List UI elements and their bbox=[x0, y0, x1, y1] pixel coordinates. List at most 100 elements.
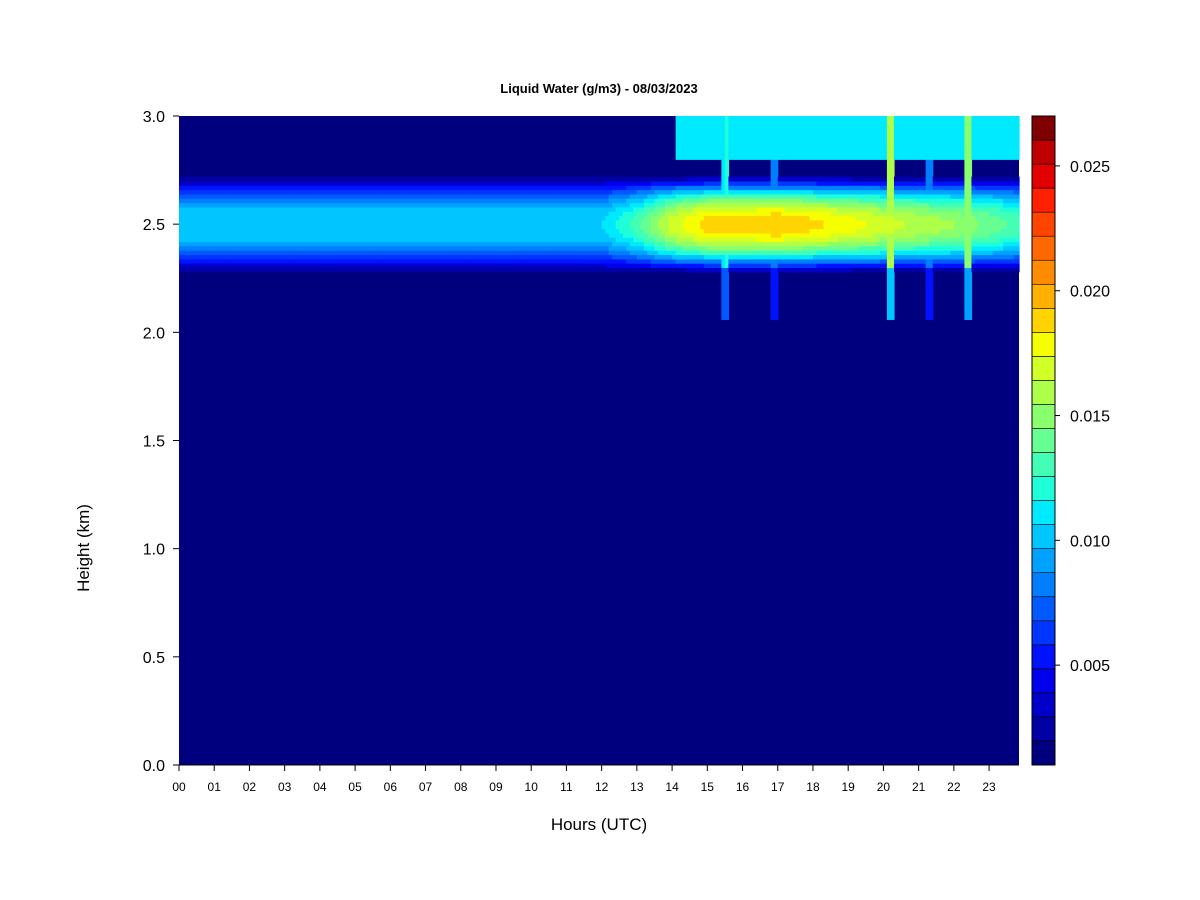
heatmap-cell bbox=[302, 215, 307, 221]
heatmap-cell bbox=[739, 180, 744, 186]
heatmap-cell bbox=[812, 116, 818, 121]
heatmap-cell bbox=[809, 141, 814, 147]
heatmap-cell bbox=[862, 128, 867, 134]
heatmap-cell bbox=[594, 263, 599, 269]
heatmap-cell bbox=[869, 267, 874, 273]
heatmap-cell bbox=[302, 198, 307, 204]
heatmap-cell bbox=[566, 224, 571, 230]
heatmap-cell bbox=[429, 263, 434, 269]
heatmap-cell bbox=[362, 228, 367, 234]
heatmap-cell bbox=[795, 202, 800, 208]
heatmap-cell bbox=[305, 219, 310, 225]
heatmap-cell bbox=[552, 263, 557, 269]
heatmap-cell bbox=[615, 224, 620, 230]
heatmap-cell bbox=[221, 237, 226, 243]
heatmap-cell bbox=[245, 176, 251, 182]
heatmap-cell bbox=[390, 267, 395, 273]
heatmap-cell bbox=[724, 302, 730, 307]
heatmap-cell bbox=[693, 254, 698, 260]
heatmap-cell bbox=[369, 185, 374, 191]
heatmap-cell bbox=[337, 250, 342, 256]
heatmap-cell bbox=[749, 189, 754, 195]
heatmap-cell bbox=[337, 219, 342, 225]
heatmap-cell bbox=[316, 250, 321, 256]
heatmap-cell bbox=[735, 189, 740, 195]
heatmap-cell bbox=[439, 193, 444, 199]
heatmap-cell bbox=[724, 237, 730, 243]
heatmap-cell bbox=[693, 237, 698, 243]
heatmap-cell bbox=[812, 180, 818, 186]
heatmap-cell bbox=[661, 176, 666, 182]
heatmap-cell bbox=[400, 254, 406, 260]
heatmap-cell bbox=[485, 228, 490, 234]
heatmap-cell bbox=[576, 254, 582, 260]
heatmap-cell bbox=[573, 237, 578, 243]
heatmap-cell bbox=[450, 228, 455, 234]
heatmap-cell bbox=[439, 263, 444, 269]
heatmap-cell bbox=[281, 228, 286, 234]
heatmap-cell bbox=[756, 154, 761, 160]
heatmap-cell bbox=[862, 198, 867, 204]
heatmap-cell bbox=[731, 219, 737, 225]
heatmap-cell bbox=[238, 245, 243, 251]
heatmap-cell bbox=[650, 215, 656, 221]
heatmap-cell bbox=[499, 176, 504, 182]
heatmap-cell bbox=[323, 198, 328, 204]
heatmap-cell bbox=[432, 258, 437, 264]
heatmap-cell bbox=[700, 206, 705, 212]
heatmap-cell bbox=[675, 137, 680, 143]
heatmap-cell bbox=[841, 198, 846, 204]
heatmap-cell bbox=[365, 241, 370, 247]
heatmap-cell bbox=[731, 133, 737, 139]
heatmap-cell bbox=[274, 250, 279, 256]
heatmap-cell bbox=[224, 250, 229, 256]
heatmap-cell bbox=[820, 228, 825, 234]
heatmap-cell bbox=[295, 232, 300, 238]
heatmap-cell bbox=[471, 215, 476, 221]
heatmap-cell bbox=[245, 219, 251, 225]
heatmap-cell bbox=[827, 124, 832, 130]
heatmap-cell bbox=[798, 232, 803, 238]
heatmap-cell bbox=[686, 219, 691, 225]
heatmap-cell bbox=[657, 206, 663, 212]
heatmap-cell bbox=[770, 215, 775, 221]
heatmap-cell bbox=[735, 124, 740, 130]
heatmap-cell bbox=[795, 141, 800, 147]
heatmap-cell bbox=[714, 219, 719, 225]
heatmap-cell bbox=[506, 245, 511, 251]
heatmap-cell bbox=[795, 128, 800, 134]
heatmap-cell bbox=[760, 185, 765, 191]
heatmap-cell bbox=[774, 245, 779, 251]
heatmap-cell bbox=[506, 185, 511, 191]
heatmap-cell bbox=[791, 154, 796, 160]
heatmap-cell bbox=[774, 284, 779, 290]
heatmap-cell bbox=[319, 198, 324, 204]
heatmap-cell bbox=[707, 189, 712, 195]
heatmap-cell bbox=[731, 189, 737, 195]
heatmap-cell bbox=[837, 219, 842, 225]
heatmap-cell bbox=[795, 267, 800, 273]
heatmap-cell bbox=[665, 237, 670, 243]
heatmap-cell bbox=[386, 228, 391, 234]
heatmap-cell bbox=[767, 211, 772, 217]
heatmap-cell bbox=[753, 228, 758, 234]
heatmap-cell bbox=[562, 193, 568, 199]
heatmap-cell bbox=[756, 180, 761, 186]
heatmap-cell bbox=[481, 232, 487, 238]
heatmap-cell bbox=[686, 228, 691, 234]
heatmap-cell bbox=[749, 211, 754, 217]
heatmap-cell bbox=[622, 232, 627, 238]
heatmap-cell bbox=[753, 267, 758, 273]
heatmap-cell bbox=[214, 250, 219, 256]
heatmap-cell bbox=[562, 176, 568, 182]
heatmap-cell bbox=[436, 237, 441, 243]
heatmap-cell bbox=[527, 224, 532, 230]
heatmap-cell bbox=[492, 180, 497, 186]
heatmap-cell bbox=[249, 211, 254, 217]
heatmap-cell bbox=[450, 267, 455, 273]
heatmap-cell bbox=[453, 180, 458, 186]
heatmap-cell bbox=[851, 193, 856, 199]
heatmap-cell bbox=[200, 215, 205, 221]
heatmap-cell bbox=[742, 189, 747, 195]
heatmap-cell bbox=[774, 258, 779, 264]
